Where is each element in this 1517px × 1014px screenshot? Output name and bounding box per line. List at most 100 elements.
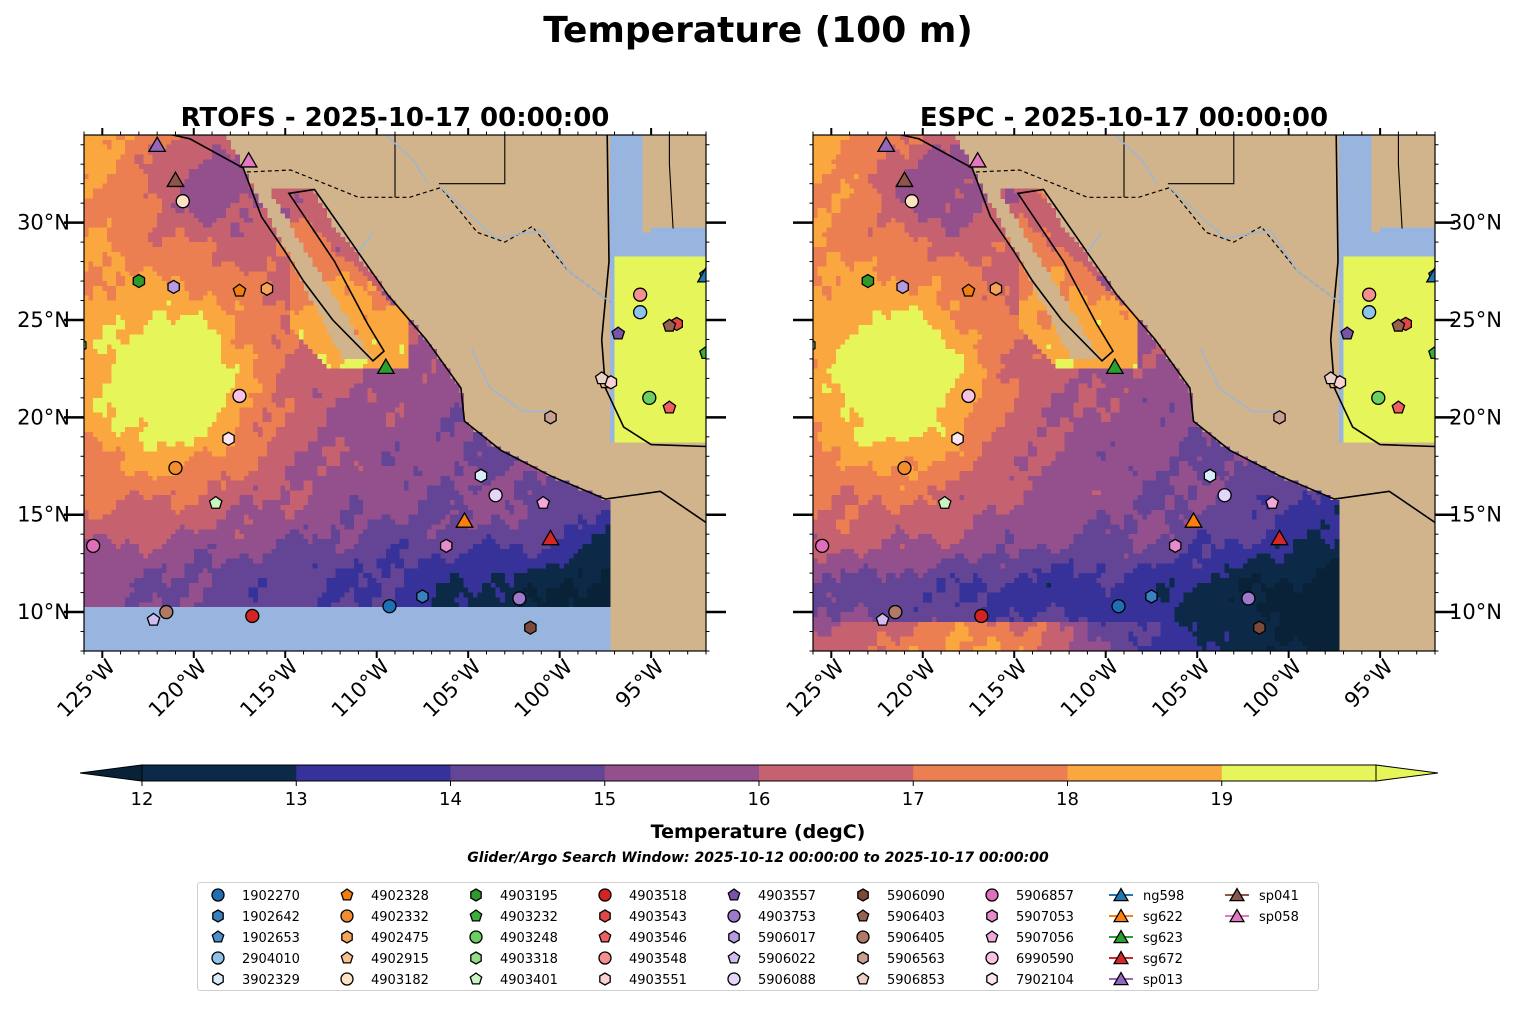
- colorbar-tick-label: 15: [593, 789, 616, 810]
- y-tick-label: 10°N: [1449, 600, 1502, 624]
- station-marker-sg623: [376, 357, 396, 375]
- legend-item: 5906090: [857, 888, 945, 904]
- legend-item: 4903518: [598, 888, 687, 904]
- station-marker-4903248: [1371, 390, 1386, 406]
- legend-label: 4903318: [500, 952, 558, 967]
- legend-item: sp058: [1225, 908, 1299, 925]
- legend-item: 3902329: [212, 972, 300, 988]
- station-marker-6990590: [232, 388, 247, 404]
- legend-marker: [340, 951, 354, 964]
- station-marker-sg623: [1105, 357, 1125, 375]
- legend-item: 4903401: [469, 972, 558, 988]
- station-marker-4903248: [642, 390, 657, 406]
- legend-item: 4902475: [341, 930, 429, 946]
- station-marker-5906403: [1391, 318, 1406, 332]
- legend-marker: [340, 888, 354, 901]
- station-marker-sg622: [1184, 511, 1203, 528]
- colorbar-segment: [759, 765, 914, 781]
- legend-label: 4902915: [371, 952, 429, 967]
- legend-entries: 1902270 1902642 1902653 2904010 3902329 49023…: [211, 887, 1299, 988]
- legend-item: 4903753: [727, 909, 816, 925]
- station-marker-7902104: [951, 431, 964, 447]
- station-marker-4903548: [1361, 287, 1377, 302]
- y-tick-label: 25°N: [17, 308, 70, 332]
- station-marker-sp058: [968, 151, 987, 168]
- station-marker-4903518: [245, 608, 260, 624]
- legend-marker: [598, 951, 612, 965]
- y-tick-label: 25°N: [1449, 308, 1502, 332]
- station-marker-5906563: [1273, 410, 1286, 425]
- station-marker-4902475: [989, 281, 1003, 297]
- legend-item: 5906853: [856, 972, 945, 988]
- river: [1200, 348, 1280, 413]
- station-markers: [813, 135, 1435, 635]
- station-marker-4903753: [512, 591, 527, 606]
- legend-marker: [469, 972, 483, 985]
- state-border: [1167, 135, 1235, 185]
- station-marker-5906022: [875, 612, 890, 626]
- legend-item: 4903248: [469, 930, 558, 946]
- station-marker-1902270: [1111, 599, 1126, 614]
- legend-marker: [599, 909, 611, 923]
- legend-label: 4903232: [500, 910, 558, 925]
- y-tick-label: 30°N: [17, 211, 70, 235]
- legend-item: 7902104: [986, 972, 1074, 988]
- river: [1169, 187, 1341, 304]
- legend-item: 5906088: [727, 972, 816, 988]
- station-marker-4903546: [1391, 400, 1406, 414]
- station-marker-5907053: [1168, 538, 1182, 554]
- legend-item: 5906563: [857, 951, 945, 967]
- country-border: [975, 169, 1341, 303]
- legend-label: 1902270: [242, 889, 300, 904]
- colorbar-segment: [296, 765, 451, 781]
- legend-item: 4903548: [598, 951, 687, 967]
- river: [385, 135, 429, 185]
- legend-label: 4903248: [500, 931, 558, 946]
- legend-label: 5906017: [758, 931, 816, 946]
- river: [1352, 154, 1372, 233]
- legend-marker: [598, 930, 612, 943]
- legend-label: 4903182: [371, 973, 429, 988]
- legend-marker: [470, 888, 482, 902]
- legend-marker: [340, 909, 354, 923]
- legend-label: 5906022: [758, 952, 816, 967]
- legend-marker: [341, 930, 353, 944]
- legend-marker: [599, 972, 611, 986]
- legend-label: 5906090: [887, 889, 945, 904]
- legend-label: 4903543: [629, 910, 687, 925]
- legend-label: 4902332: [371, 910, 429, 925]
- temperature-field: [813, 135, 1435, 651]
- legend-label: 5906403: [887, 910, 945, 925]
- legend-label: sg623: [1143, 931, 1183, 946]
- legend-label: 1902642: [242, 910, 300, 925]
- station-marker-4903232: [1428, 345, 1435, 359]
- legend-item: 4903543: [599, 909, 687, 925]
- legend-label: 2904010: [242, 952, 300, 967]
- legend-marker: [211, 888, 225, 902]
- x-tick-label: 110°W: [327, 654, 395, 722]
- station-marker-6990590: [961, 388, 976, 404]
- river: [440, 187, 612, 304]
- legend-item: sp041: [1225, 887, 1299, 904]
- legend-label: 4903753: [758, 910, 816, 925]
- station-marker-5906088: [488, 488, 503, 503]
- station-marker-5906853: [1323, 371, 1338, 385]
- legend-label: 1902653: [242, 931, 300, 946]
- station-marker-4902475: [260, 281, 274, 297]
- colorbar-tick-label: 18: [1056, 789, 1079, 810]
- state-border: [668, 135, 674, 229]
- colorbar-extend-over: [1375, 764, 1439, 782]
- legend-item: 4903318: [470, 951, 558, 967]
- y-tick-label: 20°N: [17, 405, 70, 429]
- river: [1114, 135, 1158, 185]
- legend-label: 4903551: [629, 973, 687, 988]
- station-marker-4902332: [897, 460, 912, 476]
- legend-marker: [212, 972, 224, 986]
- legend-marker: [1112, 929, 1130, 944]
- legend-item: ng598: [1109, 887, 1184, 904]
- station-marker-5906088: [1217, 488, 1232, 503]
- station-marker-sp041: [895, 170, 914, 188]
- station-marker-2904010: [632, 305, 648, 320]
- legend-label: sp013: [1143, 973, 1183, 988]
